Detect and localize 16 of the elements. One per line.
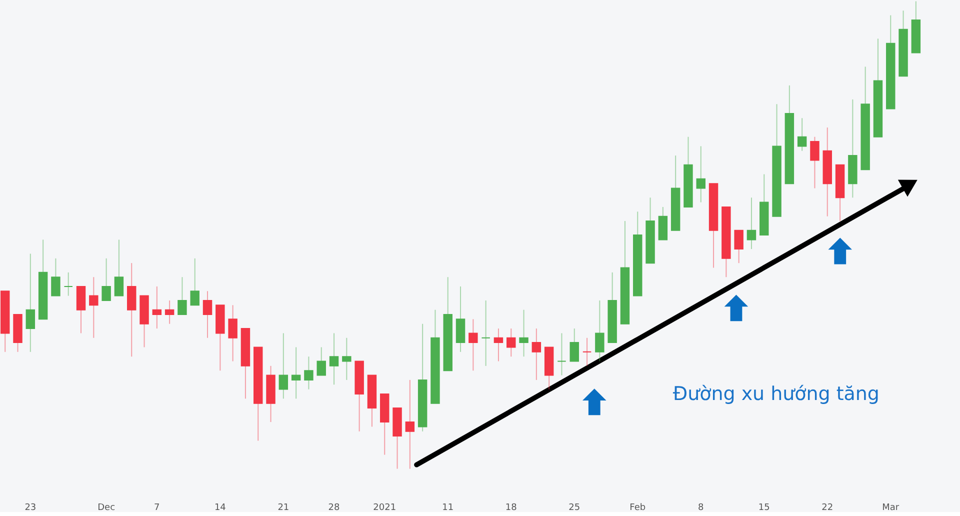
x-tick-label: 2021 (373, 503, 396, 514)
x-tick-label: 8 (698, 503, 704, 514)
x-tick-label: Feb (630, 503, 646, 514)
x-tick-label: 23 (24, 503, 36, 514)
x-tick-label: 25 (568, 503, 580, 514)
x-tick-label: 21 (278, 503, 290, 514)
x-tick-label: 22 (822, 503, 834, 514)
x-tick-label: Dec (98, 503, 116, 514)
x-tick-label: 15 (758, 503, 770, 514)
x-tick-label: 18 (505, 503, 518, 514)
x-tick-label: Mar (882, 503, 900, 514)
x-tick-label: 7 (154, 503, 160, 514)
x-tick-label: 11 (442, 503, 454, 514)
x-tick-label: 28 (328, 503, 340, 514)
annotation: Đường xu hướng tăng (672, 382, 880, 405)
x-tick-label: 14 (214, 503, 226, 514)
